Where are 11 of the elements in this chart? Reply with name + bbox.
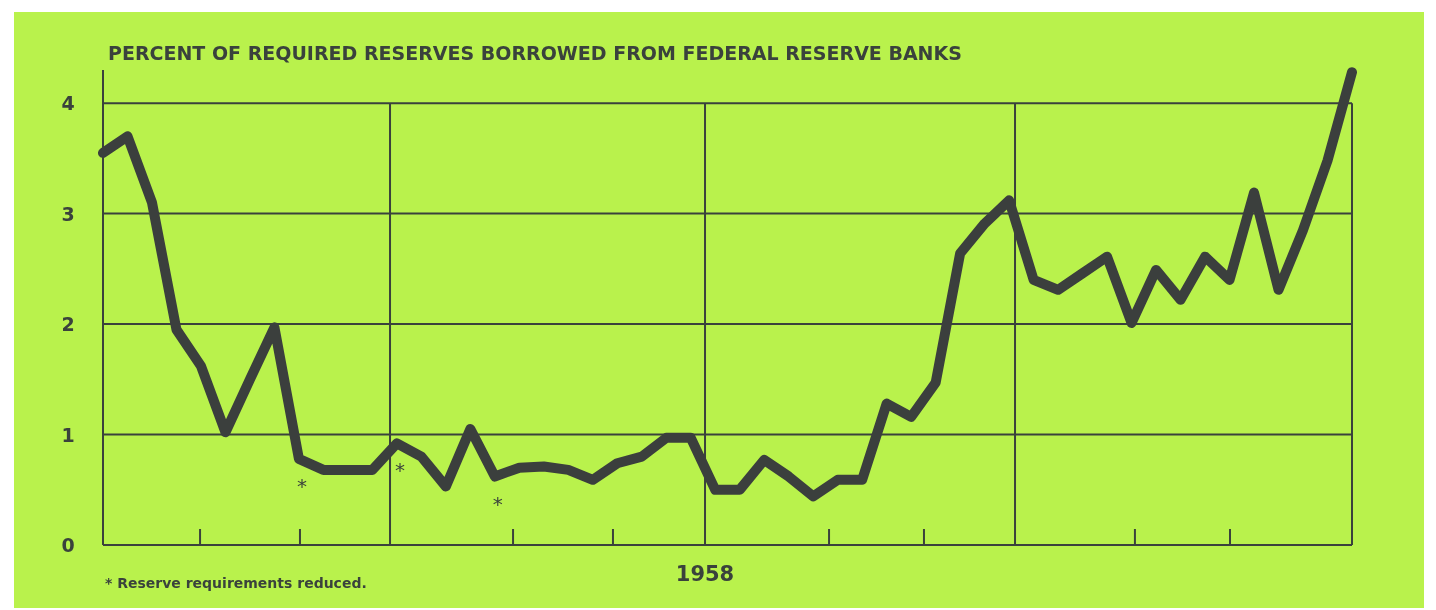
y-tick-label: 2	[61, 313, 75, 336]
text: * Reserve requirements reduced.	[105, 575, 367, 591]
y-tick-label: 4	[61, 92, 75, 115]
data-label: *	[492, 491, 503, 516]
y-tick-label: 0	[61, 534, 75, 556]
data-label: *	[394, 458, 405, 483]
chart-title: PERCENT OF REQUIRED RESERVES BORROWED FROM FEDERAL RESERVE BANKS	[108, 42, 962, 64]
x-axis-title: 1958	[675, 562, 735, 586]
y-tick-label: 3	[61, 202, 75, 225]
data-label: *	[296, 473, 307, 498]
y-tick-label: 1	[61, 423, 75, 446]
